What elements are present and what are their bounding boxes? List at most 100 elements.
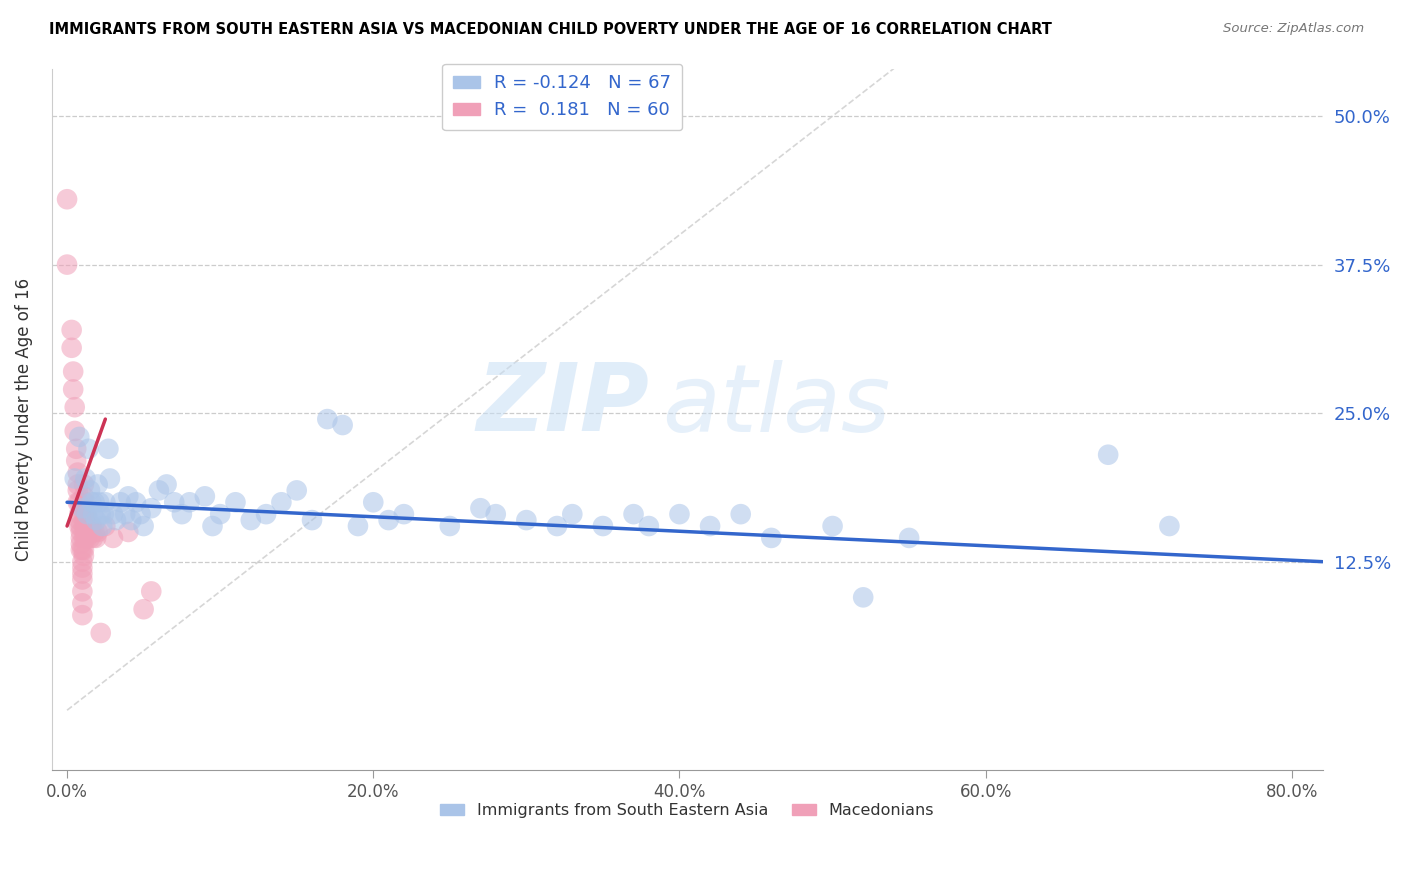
Point	[75, 471, 97, 485]
Point	[72, 596, 94, 610]
Point	[56, 192, 79, 206]
Point	[75, 519, 97, 533]
Point	[56, 258, 79, 272]
Point	[637, 519, 659, 533]
Point	[83, 495, 105, 509]
Point	[79, 531, 101, 545]
Point	[592, 519, 614, 533]
Point	[110, 495, 132, 509]
Point	[316, 412, 339, 426]
Text: Source: ZipAtlas.com: Source: ZipAtlas.com	[1223, 22, 1364, 36]
Point	[79, 519, 101, 533]
Point	[76, 531, 98, 545]
Point	[90, 626, 112, 640]
Point	[1097, 448, 1119, 462]
Point	[699, 519, 721, 533]
Point	[67, 507, 90, 521]
Y-axis label: Child Poverty Under the Age of 16: Child Poverty Under the Age of 16	[15, 277, 32, 561]
Point	[60, 323, 83, 337]
Point	[392, 507, 415, 521]
Point	[254, 507, 277, 521]
Point	[72, 501, 94, 516]
Point	[332, 417, 354, 432]
Point	[69, 542, 91, 557]
Point	[94, 519, 117, 533]
Point	[72, 573, 94, 587]
Point	[1159, 519, 1181, 533]
Point	[730, 507, 752, 521]
Point	[73, 489, 96, 503]
Point	[89, 495, 111, 509]
Point	[67, 513, 90, 527]
Point	[105, 513, 128, 527]
Point	[194, 489, 217, 503]
Point	[117, 524, 139, 539]
Point	[73, 507, 96, 521]
Point	[66, 483, 89, 498]
Point	[66, 495, 89, 509]
Point	[67, 519, 90, 533]
Point	[141, 501, 163, 516]
Point	[67, 430, 90, 444]
Point	[270, 495, 292, 509]
Point	[90, 507, 112, 521]
Point	[76, 507, 98, 521]
Point	[66, 477, 89, 491]
Point	[101, 531, 124, 545]
Point	[377, 513, 399, 527]
Point	[75, 495, 97, 509]
Point	[439, 519, 461, 533]
Point	[821, 519, 844, 533]
Point	[97, 442, 120, 456]
Point	[170, 507, 193, 521]
Point	[73, 549, 96, 563]
Point	[132, 602, 155, 616]
Point	[239, 513, 262, 527]
Point	[470, 501, 492, 516]
Point	[82, 507, 104, 521]
Point	[73, 531, 96, 545]
Point	[361, 495, 384, 509]
Point	[347, 519, 370, 533]
Point	[224, 495, 246, 509]
Point	[623, 507, 645, 521]
Point	[60, 341, 83, 355]
Legend: Immigrants from South Eastern Asia, Macedonians: Immigrants from South Eastern Asia, Mace…	[433, 797, 941, 825]
Point	[148, 483, 170, 498]
Point	[132, 519, 155, 533]
Point	[62, 365, 84, 379]
Point	[72, 608, 94, 623]
Point	[72, 560, 94, 574]
Point	[77, 519, 100, 533]
Point	[163, 495, 186, 509]
Point	[76, 519, 98, 533]
Point	[69, 537, 91, 551]
Point	[125, 495, 148, 509]
Point	[101, 507, 124, 521]
Point	[761, 531, 783, 545]
Point	[301, 513, 323, 527]
Point	[69, 519, 91, 533]
Point	[63, 471, 86, 485]
Point	[129, 507, 152, 521]
Point	[285, 483, 308, 498]
Point	[120, 513, 142, 527]
Point	[515, 513, 537, 527]
Point	[668, 507, 690, 521]
Point	[898, 531, 921, 545]
Point	[69, 524, 91, 539]
Point	[77, 513, 100, 527]
Point	[80, 495, 103, 509]
Text: ZIP: ZIP	[477, 359, 650, 451]
Point	[209, 507, 232, 521]
Point	[66, 466, 89, 480]
Point	[63, 401, 86, 415]
Point	[73, 542, 96, 557]
Point	[76, 507, 98, 521]
Point	[98, 471, 121, 485]
Point	[82, 531, 104, 545]
Point	[179, 495, 201, 509]
Point	[561, 507, 583, 521]
Point	[69, 531, 91, 545]
Point	[73, 519, 96, 533]
